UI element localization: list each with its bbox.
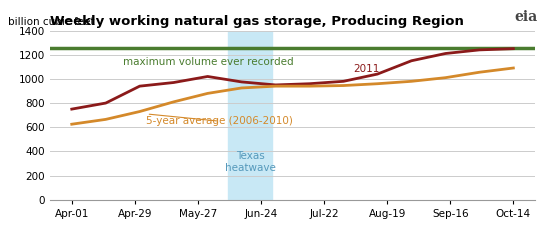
Text: Texas
heatwave: Texas heatwave bbox=[225, 152, 275, 173]
Text: 5-year average (2006-2010): 5-year average (2006-2010) bbox=[146, 114, 293, 126]
Text: 2011: 2011 bbox=[354, 64, 380, 74]
Text: billion cubic feet: billion cubic feet bbox=[8, 17, 95, 27]
Bar bbox=[228, 31, 272, 200]
Text: maximum volume ever recorded: maximum volume ever recorded bbox=[123, 57, 293, 67]
Text: eia: eia bbox=[514, 10, 538, 24]
Text: Weekly working natural gas storage, Producing Region: Weekly working natural gas storage, Prod… bbox=[50, 15, 464, 28]
